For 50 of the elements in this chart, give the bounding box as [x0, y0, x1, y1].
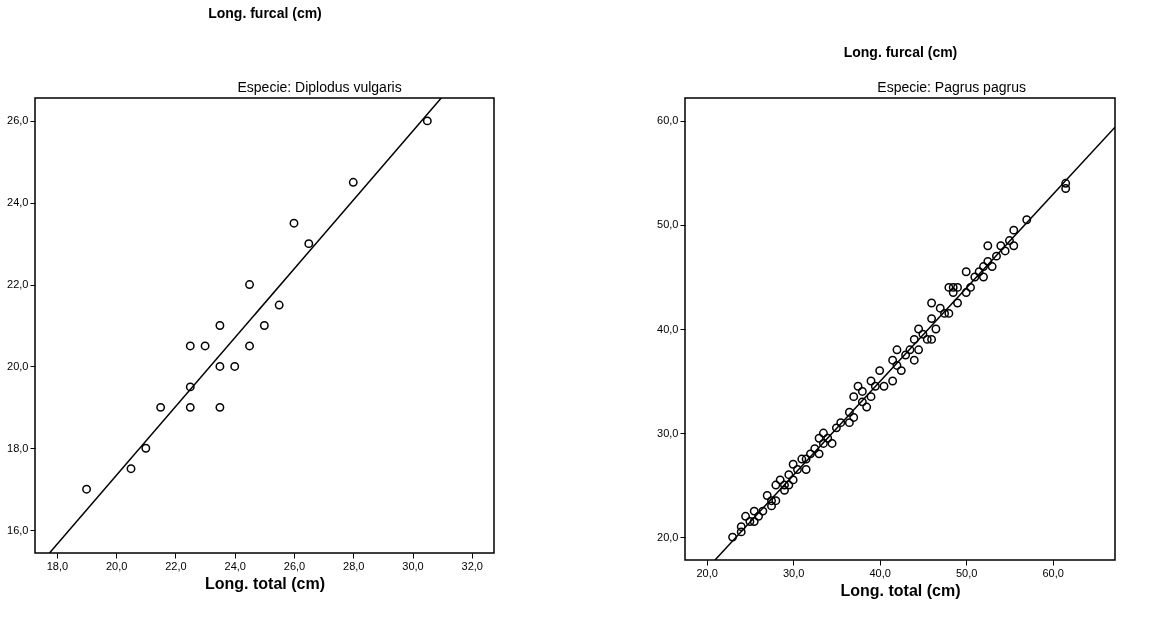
- point: [245, 280, 254, 290]
- x-axis-title: Long. total (cm): [840, 581, 961, 599]
- y-axis-title: Long. furcal (cm): [208, 4, 322, 21]
- point: [289, 218, 299, 228]
- y-tick-label: 16,0: [7, 523, 29, 536]
- y-tick-label: 24,0: [7, 196, 29, 209]
- y-tick-label: 30,0: [657, 426, 679, 439]
- point: [141, 443, 151, 453]
- point: [185, 402, 195, 412]
- x-tick-label: 30,0: [782, 566, 805, 579]
- y-tick-label: 26,0: [7, 114, 29, 127]
- x-tick-label: 28,0: [343, 559, 365, 572]
- x-tick-label: 30,0: [402, 559, 424, 572]
- chart-subtitle: Especie: Diplodus vulgaris: [237, 79, 402, 95]
- point: [215, 321, 225, 330]
- point: [185, 382, 195, 392]
- x-tick-label: 26,0: [283, 559, 306, 572]
- point: [304, 239, 314, 249]
- x-tick-label: 40,0: [869, 566, 891, 579]
- y-tick-label: 18,0: [7, 441, 29, 454]
- x-tick-label: 20,0: [696, 566, 718, 579]
- y-tick-label: 40,0: [657, 322, 679, 335]
- x-tick-label: 60,0: [1042, 566, 1064, 579]
- y-tick-label: 20,0: [657, 530, 679, 543]
- x-tick-label: 50,0: [955, 566, 978, 579]
- chart-subtitle: Especie: Pagrus pagrus: [877, 79, 1026, 95]
- point: [200, 341, 210, 351]
- point: [348, 177, 358, 187]
- point: [82, 484, 92, 494]
- y-tick-label: 20,0: [7, 359, 29, 372]
- point: [274, 300, 284, 310]
- y-tick-label: 60,0: [657, 114, 679, 127]
- x-tick-label: 20,0: [105, 559, 128, 572]
- x-tick-label: 24,0: [224, 559, 246, 572]
- x-axis-title: Long. total (cm): [205, 574, 325, 592]
- x-tick-label: 18,0: [46, 559, 69, 572]
- point: [245, 341, 254, 351]
- x-tick-label: 32,0: [461, 559, 483, 572]
- x-tick-label: 22,0: [165, 559, 187, 572]
- y-axis-title: Long. furcal (cm): [843, 43, 958, 60]
- point: [215, 361, 225, 371]
- point: [126, 464, 136, 474]
- point: [259, 321, 269, 330]
- y-tick-label: 22,0: [7, 278, 29, 291]
- point: [156, 402, 166, 412]
- point: [215, 402, 225, 412]
- point: [422, 116, 432, 126]
- point: [230, 361, 240, 371]
- point: [185, 341, 195, 351]
- y-tick-label: 50,0: [657, 218, 679, 231]
